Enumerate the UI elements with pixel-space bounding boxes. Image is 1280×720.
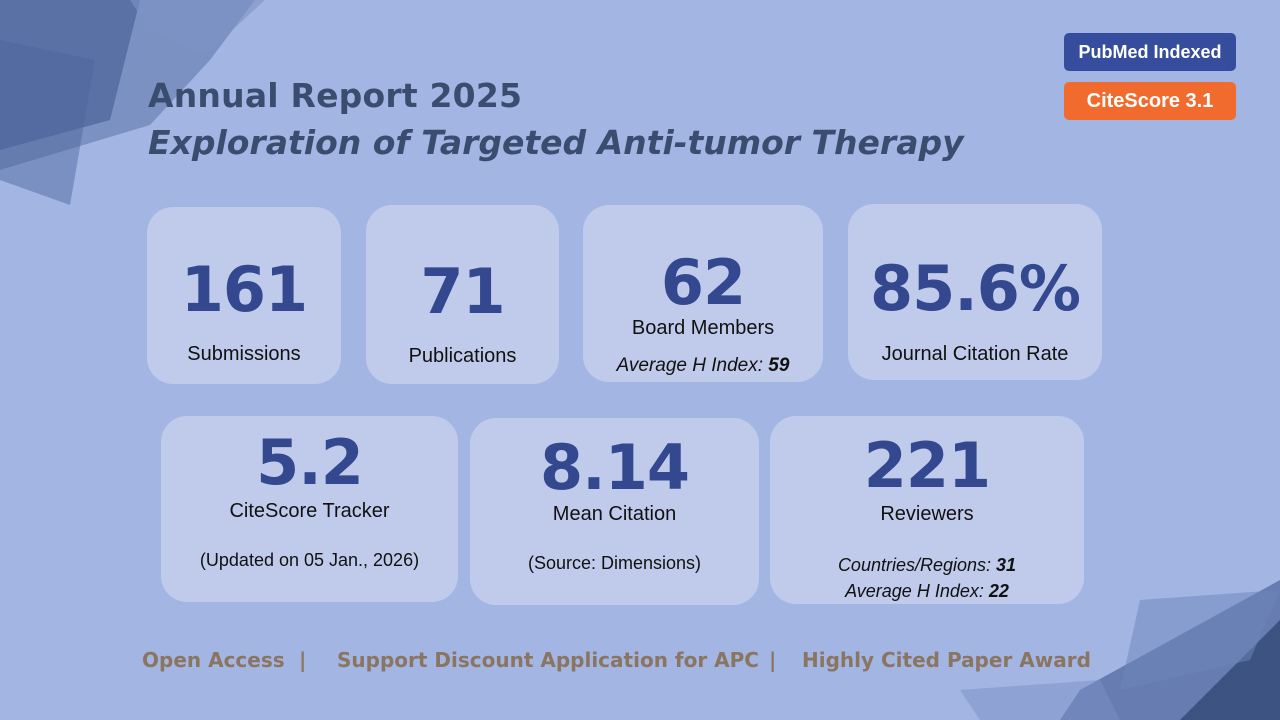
board-hindex: Average H Index: 59 xyxy=(616,355,790,376)
submissions-value: 161 xyxy=(180,253,308,326)
footer-separator: | xyxy=(299,648,307,672)
reviewers-card: 221 Reviewers Countries/Regions: 31 Aver… xyxy=(770,416,1084,604)
citation-rate-card: 85.6% Journal Citation Rate xyxy=(848,204,1102,380)
submissions-card: 161 Submissions xyxy=(147,207,341,384)
board-members-label: Board Members xyxy=(631,317,775,339)
reviewers-hindex: Average H Index: 22 xyxy=(845,581,1009,601)
submissions-label: Submissions xyxy=(187,343,301,365)
reviewers-value: 221 xyxy=(863,429,991,502)
footer-bar: Open Access | Support Discount Applicati… xyxy=(142,648,1091,676)
publications-card: 71 Publications xyxy=(366,205,559,384)
title-block: Annual Report 2025 Exploration of Target… xyxy=(148,76,964,166)
footer-separator: | xyxy=(769,648,777,672)
open-access-text: Open Access xyxy=(142,648,285,672)
citescore-tracker-value: 5.2 xyxy=(256,426,364,499)
mean-citation-value: 8.14 xyxy=(540,431,690,504)
pubmed-indexed-badge: PubMed Indexed xyxy=(1064,33,1236,71)
citescore-tracker-note: (Updated on 05 Jan., 2026) xyxy=(199,550,420,570)
publications-value: 71 xyxy=(420,255,505,328)
citation-rate-label: Journal Citation Rate xyxy=(881,343,1069,365)
publications-label: Publications xyxy=(408,345,517,367)
mean-citation-label: Mean Citation xyxy=(552,503,677,525)
apc-discount-text: Support Discount Application for APC xyxy=(337,648,759,672)
reviewers-label: Reviewers xyxy=(880,503,974,525)
highly-cited-award-text: Highly Cited Paper Award xyxy=(802,648,1091,672)
citescore-tracker-card: 5.2 CiteScore Tracker (Updated on 05 Jan… xyxy=(161,416,458,602)
report-title: Annual Report 2025 xyxy=(148,76,523,115)
board-members-card: 62 Board Members Average H Index: 59 xyxy=(583,205,823,382)
journal-title: Exploration of Targeted Anti-tumor Thera… xyxy=(148,123,964,162)
citescore-badge: CiteScore 3.1 xyxy=(1064,82,1236,120)
citation-rate-value: 85.6% xyxy=(869,252,1081,325)
mean-citation-card: 8.14 Mean Citation (Source: Dimensions) xyxy=(470,418,759,605)
citescore-tracker-label: CiteScore Tracker xyxy=(229,500,390,522)
board-members-value: 62 xyxy=(660,246,746,319)
reviewers-countries: Countries/Regions: 31 xyxy=(837,555,1017,575)
mean-citation-note: (Source: Dimensions) xyxy=(527,553,702,573)
